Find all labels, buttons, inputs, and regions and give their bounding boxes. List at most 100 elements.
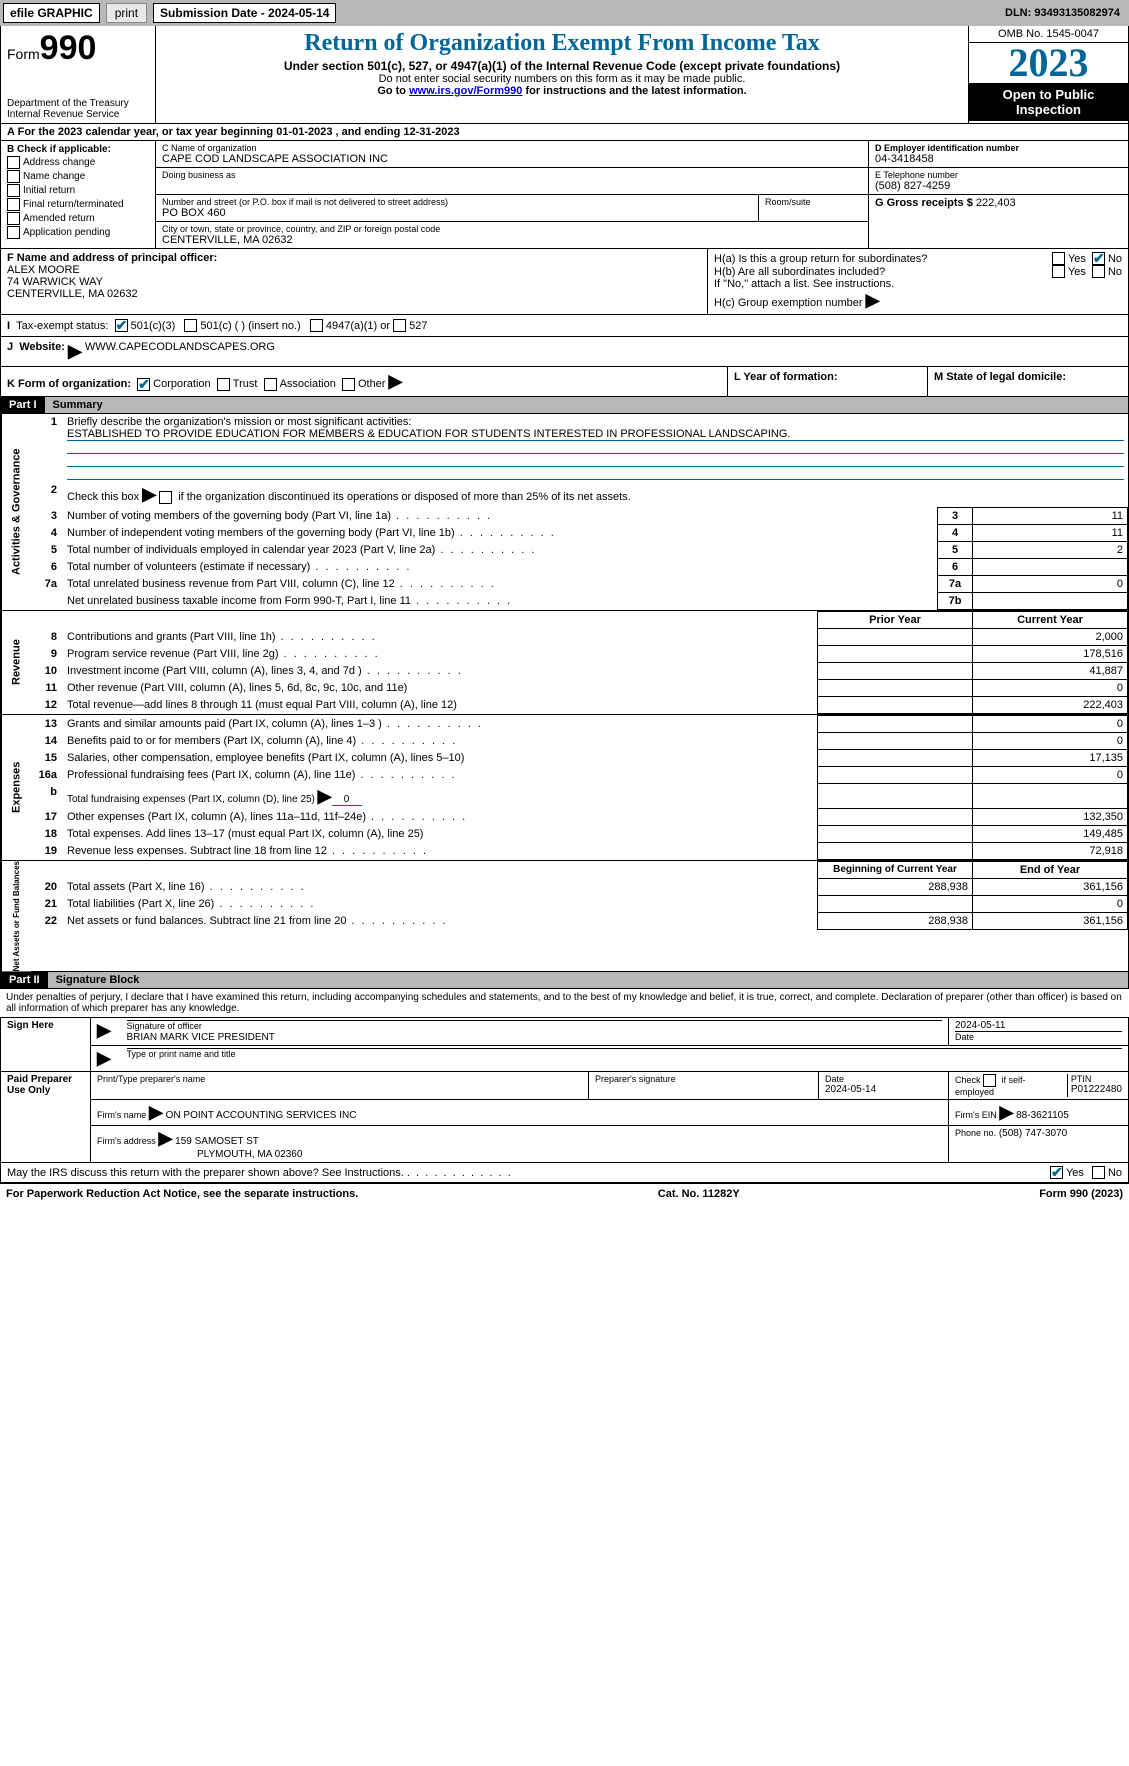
print-button[interactable]: print bbox=[106, 3, 147, 23]
col-end: End of Year bbox=[973, 862, 1128, 879]
cb-app-pending[interactable]: Application pending bbox=[7, 226, 149, 239]
cb-discontinued[interactable] bbox=[159, 491, 172, 504]
phone-label: E Telephone number bbox=[875, 170, 1122, 180]
firm-addr1: 159 SAMOSET ST bbox=[175, 1136, 259, 1147]
hc-label: H(c) Group exemption number bbox=[714, 297, 863, 309]
rev-row: 8Contributions and grants (Part VIII, li… bbox=[31, 629, 1128, 646]
firm-phone: (508) 747-3070 bbox=[999, 1128, 1067, 1139]
dept-irs: Internal Revenue Service bbox=[7, 109, 149, 120]
row-j-website: J Website: ▶ WWW.CAPECODLANDSCAPES.ORG bbox=[0, 337, 1129, 367]
gov-row: 4Number of independent voting members of… bbox=[31, 525, 1128, 542]
officer-group-row: F Name and address of principal officer:… bbox=[0, 249, 1129, 315]
exp-row: 19Revenue less expenses. Subtract line 1… bbox=[31, 843, 1128, 860]
perjury-declaration: Under penalties of perjury, I declare th… bbox=[0, 989, 1129, 1017]
dept-treasury: Department of the Treasury bbox=[7, 98, 149, 109]
firm-addr2: PLYMOUTH, MA 02360 bbox=[197, 1149, 302, 1160]
discuss-no-checkbox[interactable] bbox=[1092, 1166, 1105, 1179]
hb-yes-checkbox[interactable] bbox=[1052, 265, 1065, 278]
cb-trust[interactable] bbox=[217, 378, 230, 391]
org-name: CAPE COD LANDSCAPE ASSOCIATION INC bbox=[162, 153, 862, 165]
k-label: K Form of organization: bbox=[7, 378, 131, 390]
officer-city: CENTERVILLE, MA 02632 bbox=[7, 288, 701, 300]
type-name-label: Type or print name and title bbox=[127, 1048, 1123, 1059]
paid-preparer-label: Paid Preparer Use Only bbox=[1, 1072, 91, 1163]
submission-date: Submission Date - 2024-05-14 bbox=[153, 3, 336, 23]
arrow-icon: ▶ bbox=[866, 290, 880, 310]
firm-ein: 88-3621105 bbox=[1016, 1110, 1069, 1121]
cb-initial-return[interactable]: Initial return bbox=[7, 184, 149, 197]
cb-527[interactable] bbox=[393, 319, 406, 332]
cb-assoc[interactable] bbox=[264, 378, 277, 391]
cb-other[interactable] bbox=[342, 378, 355, 391]
rev-row: 11Other revenue (Part VIII, column (A), … bbox=[31, 680, 1128, 697]
side-expenses: Expenses bbox=[1, 715, 31, 860]
ha-yes-checkbox[interactable] bbox=[1052, 252, 1065, 265]
row-i-tax-status: I Tax-exempt status: 501(c)(3) 501(c) ( … bbox=[0, 315, 1129, 337]
website-value: WWW.CAPECODLANDSCAPES.ORG bbox=[85, 341, 275, 362]
officer-street: 74 WARWICK WAY bbox=[7, 276, 701, 288]
date-label: Date bbox=[955, 1031, 1122, 1042]
net-row: 22Net assets or fund balances. Subtract … bbox=[31, 913, 1128, 930]
rev-row: 10Investment income (Part VIII, column (… bbox=[31, 663, 1128, 680]
cb-501c3[interactable] bbox=[115, 319, 128, 332]
firm-ein-label: Firm's EIN bbox=[955, 1110, 997, 1120]
side-netassets: Net Assets or Fund Balances bbox=[1, 861, 31, 971]
firm-name-label: Firm's name bbox=[97, 1110, 146, 1120]
cb-corp[interactable] bbox=[137, 378, 150, 391]
footer: For Paperwork Reduction Act Notice, see … bbox=[0, 1183, 1129, 1204]
cb-final-return[interactable]: Final return/terminated bbox=[7, 198, 149, 211]
rev-row: 12Total revenue—add lines 8 through 11 (… bbox=[31, 697, 1128, 714]
website-label: Website: bbox=[19, 341, 65, 362]
form-subtitle-1: Under section 501(c), 527, or 4947(a)(1)… bbox=[160, 59, 964, 73]
row-klm: K Form of organization: Corporation Trus… bbox=[0, 367, 1129, 397]
efile-label: efile GRAPHIC bbox=[3, 3, 100, 23]
ha-label: H(a) Is this a group return for subordin… bbox=[714, 253, 1052, 265]
ptin-value: P01222480 bbox=[1071, 1084, 1122, 1095]
ha-no-checkbox[interactable] bbox=[1092, 252, 1105, 265]
form-header: Form990 Department of the Treasury Inter… bbox=[0, 26, 1129, 124]
governance-section: Activities & Governance 1 Briefly descri… bbox=[0, 414, 1129, 611]
city-value: CENTERVILLE, MA 02632 bbox=[162, 234, 862, 246]
tax-status-label: Tax-exempt status: bbox=[16, 320, 108, 332]
gross-label: G Gross receipts $ bbox=[875, 197, 973, 209]
discuss-yes-checkbox[interactable] bbox=[1050, 1166, 1063, 1179]
org-name-label: C Name of organization bbox=[162, 143, 862, 153]
arrow-icon: ▶ bbox=[97, 1048, 111, 1068]
exp-row: 13Grants and similar amounts paid (Part … bbox=[31, 716, 1128, 733]
col-begin: Beginning of Current Year bbox=[818, 862, 973, 879]
addr-label: Number and street (or P.O. box if mail i… bbox=[162, 197, 752, 207]
gross-value: 222,403 bbox=[976, 197, 1016, 209]
top-bar: efile GRAPHIC print Submission Date - 20… bbox=[0, 0, 1129, 26]
expenses-section: Expenses 13Grants and similar amounts pa… bbox=[0, 715, 1129, 861]
hb-no-checkbox[interactable] bbox=[1092, 265, 1105, 278]
exp-row: 14Benefits paid to or for members (Part … bbox=[31, 733, 1128, 750]
l-label: L Year of formation: bbox=[734, 371, 838, 383]
form-number: 990 bbox=[40, 29, 97, 67]
cb-name-change[interactable]: Name change bbox=[7, 170, 149, 183]
dba-label: Doing business as bbox=[162, 170, 862, 180]
cb-4947[interactable] bbox=[310, 319, 323, 332]
cb-amended[interactable]: Amended return bbox=[7, 212, 149, 225]
footer-left: For Paperwork Reduction Act Notice, see … bbox=[6, 1188, 358, 1200]
officer-name: ALEX MOORE bbox=[7, 264, 701, 276]
goto-pre: Go to bbox=[377, 85, 409, 97]
form-title: Return of Organization Exempt From Incom… bbox=[160, 30, 964, 57]
exp-row: bTotal fundraising expenses (Part IX, co… bbox=[31, 784, 1128, 809]
arrow-icon: ▶ bbox=[97, 1020, 111, 1040]
firm-name: ON POINT ACCOUNTING SERVICES INC bbox=[166, 1110, 357, 1121]
sig-date: 2024-05-11 bbox=[955, 1020, 1122, 1031]
sign-here-label: Sign Here bbox=[1, 1018, 91, 1072]
revenue-section: Revenue Prior YearCurrent Year 8Contribu… bbox=[0, 611, 1129, 715]
irs-link[interactable]: www.irs.gov/Form990 bbox=[409, 85, 522, 97]
entity-block: B Check if applicable: Address change Na… bbox=[0, 141, 1129, 249]
ptin-label: PTIN bbox=[1071, 1074, 1122, 1084]
ein-label: D Employer identification number bbox=[875, 143, 1122, 153]
footer-right-pre: Form bbox=[1039, 1188, 1070, 1200]
cb-501c[interactable] bbox=[184, 319, 197, 332]
discuss-label: May the IRS discuss this return with the… bbox=[7, 1167, 404, 1179]
exp-row: 16aProfessional fundraising fees (Part I… bbox=[31, 767, 1128, 784]
col-prior: Prior Year bbox=[818, 612, 973, 629]
cb-self-employed[interactable] bbox=[983, 1074, 996, 1087]
footer-form: 990 bbox=[1070, 1188, 1088, 1200]
cb-address-change[interactable]: Address change bbox=[7, 156, 149, 169]
